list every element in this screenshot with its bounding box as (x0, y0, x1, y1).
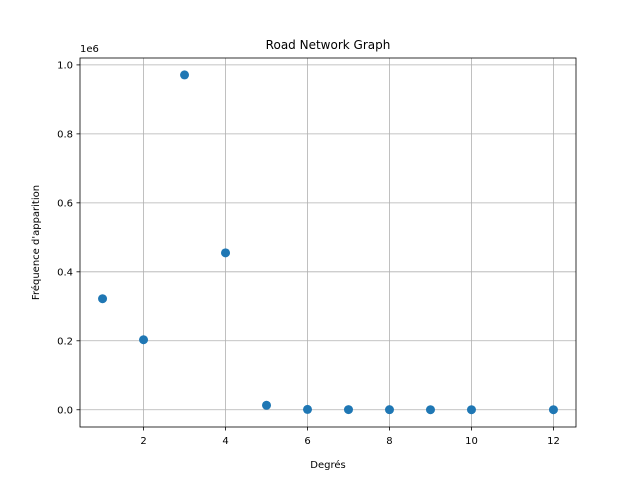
y-axis-label: Fréquence d'apparition (30, 185, 42, 300)
x-tick-label: 8 (386, 436, 392, 447)
data-point (303, 404, 313, 414)
data-point (262, 400, 272, 410)
grid (80, 58, 576, 427)
y-tick-label: 0.0 (57, 405, 73, 416)
data-point (425, 405, 435, 415)
axis-ticks: 2 4 6 8 10 12 0.0 0.2 0.4 0.6 0.8 1.0 (57, 60, 560, 447)
x-tick-label: 6 (304, 436, 310, 447)
data-point (139, 335, 149, 345)
data-points (98, 70, 558, 415)
data-point (466, 405, 476, 415)
x-tick-label: 12 (547, 436, 560, 447)
x-tick-label: 10 (465, 436, 478, 447)
plot-frame (79, 57, 577, 428)
y-tick-label: 0.2 (57, 336, 73, 347)
data-point (221, 248, 231, 258)
data-point (343, 405, 353, 415)
y-axis-offset-label: 1e6 (80, 44, 99, 55)
y-tick-label: 0.6 (57, 198, 73, 209)
y-tick-label: 1.0 (57, 60, 73, 71)
y-tick-label: 0.4 (57, 267, 73, 278)
data-point (98, 294, 108, 304)
chart-title: Road Network Graph (266, 38, 391, 52)
x-tick-label: 2 (140, 436, 146, 447)
data-point (180, 70, 190, 80)
x-axis-label: Degrés (310, 459, 345, 471)
x-tick-label: 4 (222, 436, 228, 447)
data-point (384, 405, 394, 415)
data-point (548, 405, 558, 415)
y-tick-label: 0.8 (57, 129, 73, 140)
